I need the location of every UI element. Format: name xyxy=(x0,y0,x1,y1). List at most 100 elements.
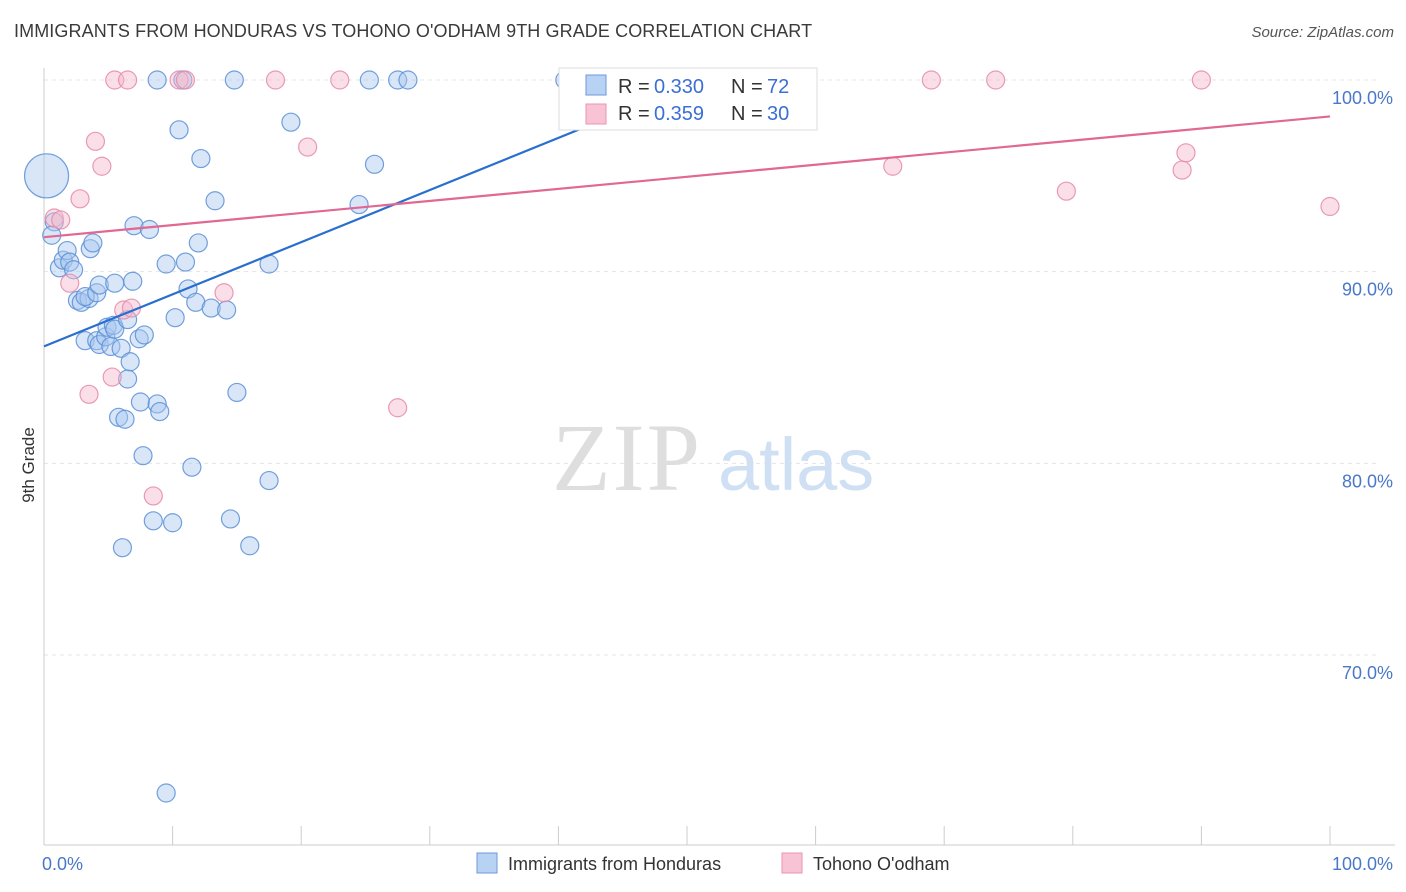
honduras-point-23 xyxy=(105,319,125,339)
tohono-point-10 xyxy=(117,70,138,90)
honduras-point-16 xyxy=(89,275,109,295)
tohono-point-23 xyxy=(921,70,941,90)
legend-series: Immigrants from Honduras Tohono O'odham xyxy=(476,852,950,874)
honduras-point-26 xyxy=(111,338,131,358)
y-axis-title: 9th Grade xyxy=(19,427,38,503)
tohono-point-28 xyxy=(1176,143,1196,163)
honduras-point-35 xyxy=(130,392,151,412)
tohono-point-17 xyxy=(298,137,318,157)
legend-honduras-swatch xyxy=(476,852,498,874)
honduras-point-5 xyxy=(57,240,77,261)
legend-pink-n-label: N = xyxy=(731,103,763,125)
honduras-point-0 xyxy=(23,153,70,199)
legend-blue-r-value: 0.330 xyxy=(654,76,704,98)
legend-tohono-label: Tohono O'odham xyxy=(813,854,950,874)
tohono-point-6 xyxy=(92,156,112,176)
honduras-point-68 xyxy=(388,70,408,90)
tohono-point-18 xyxy=(330,70,350,90)
tick-labels: 70.0% 80.0% 90.0% 100.0% 0.0% 100.0% xyxy=(42,88,1393,874)
honduras-point-56 xyxy=(227,382,247,403)
tohono-point-25 xyxy=(1056,181,1076,201)
chart-title: IMMIGRANTS FROM HONDURAS VS TOHONO O'ODH… xyxy=(14,21,813,41)
legend-stats: R = 0.330 N = 72 R = 0.359 N = 30 xyxy=(558,67,818,131)
honduras-point-62 xyxy=(147,70,167,90)
tohono-trend-line xyxy=(43,115,1331,239)
honduras-point-44 xyxy=(165,308,185,328)
honduras-point-51 xyxy=(191,148,211,169)
honduras-point-34 xyxy=(129,329,149,349)
x-tick-label-max: 100.0% xyxy=(1332,854,1393,874)
tohono-point-7 xyxy=(102,367,122,387)
honduras-point-45 xyxy=(169,120,189,140)
honduras-point-66 xyxy=(359,70,379,90)
honduras-point-42 xyxy=(156,254,176,274)
legend-tohono-swatch xyxy=(781,852,803,874)
honduras-point-31 xyxy=(120,352,140,372)
honduras-point-64 xyxy=(224,70,244,90)
legend-pink-n-value: 30 xyxy=(767,103,789,125)
tohono-point-26 xyxy=(1191,70,1212,90)
honduras-point-48 xyxy=(182,457,202,477)
legend-pink-r-value: 0.359 xyxy=(654,103,704,125)
series-honduras-points xyxy=(23,70,588,803)
honduras-point-36 xyxy=(133,446,153,466)
tohono-point-15 xyxy=(214,283,234,303)
honduras-point-69 xyxy=(398,70,418,90)
legend-blue-swatch xyxy=(585,74,607,96)
legend-blue-n-label: N = xyxy=(731,76,763,98)
honduras-point-12 xyxy=(75,286,95,307)
honduras-point-10 xyxy=(75,331,95,351)
y-tick-label-80: 80.0% xyxy=(1342,471,1393,491)
honduras-point-46 xyxy=(175,252,196,272)
legend-honduras-label: Immigrants from Honduras xyxy=(508,854,721,874)
tohono-point-4 xyxy=(79,384,99,404)
watermark: ZIP atlas xyxy=(552,404,874,511)
source-label: Source: ZipAtlas.com xyxy=(1251,24,1394,41)
tohono-point-16 xyxy=(265,70,286,90)
honduras-point-55 xyxy=(220,509,241,529)
legend-blue-r-label: R = xyxy=(618,76,650,98)
y-tick-label-100: 100.0% xyxy=(1332,88,1393,108)
tohono-point-3 xyxy=(70,189,90,209)
honduras-point-41 xyxy=(150,401,170,422)
honduras-point-54 xyxy=(217,300,237,320)
honduras-point-52 xyxy=(201,298,221,318)
tohono-point-29 xyxy=(1320,196,1340,217)
honduras-point-60 xyxy=(281,112,301,132)
legend-pink-swatch xyxy=(585,103,607,125)
legend-blue-n-value: 72 xyxy=(767,76,789,98)
honduras-point-39 xyxy=(143,511,163,531)
tohono-point-1 xyxy=(51,210,71,230)
x-tick-label-min: 0.0% xyxy=(42,854,83,874)
honduras-point-65 xyxy=(349,194,369,215)
watermark-zip: ZIP xyxy=(552,404,702,511)
honduras-point-57 xyxy=(240,536,260,556)
honduras-point-59 xyxy=(259,470,279,491)
honduras-point-43 xyxy=(163,513,183,533)
honduras-point-37 xyxy=(134,325,154,345)
honduras-point-27 xyxy=(112,538,133,558)
honduras-point-24 xyxy=(105,273,125,293)
honduras-point-32 xyxy=(123,271,143,291)
honduras-point-67 xyxy=(364,154,385,174)
honduras-point-38 xyxy=(139,219,160,240)
tohono-point-24 xyxy=(986,70,1006,90)
tohono-point-2 xyxy=(60,273,80,293)
tohono-point-5 xyxy=(85,131,106,151)
honduras-point-50 xyxy=(188,233,208,253)
legend-pink-r-label: R = xyxy=(618,103,650,125)
y-tick-label-90: 90.0% xyxy=(1342,280,1393,300)
y-tick-label-70: 70.0% xyxy=(1342,663,1393,683)
tohono-point-27 xyxy=(1172,160,1192,180)
series-tohono-points xyxy=(44,70,1340,506)
honduras-point-61 xyxy=(156,783,176,803)
honduras-point-14 xyxy=(83,233,103,253)
tohono-point-12 xyxy=(143,486,163,506)
honduras-point-40 xyxy=(147,394,167,414)
watermark-atlas: atlas xyxy=(718,423,874,506)
honduras-point-28 xyxy=(115,409,135,429)
honduras-point-15 xyxy=(87,283,107,303)
tohono-point-14 xyxy=(175,70,196,90)
tohono-point-13 xyxy=(169,70,189,90)
